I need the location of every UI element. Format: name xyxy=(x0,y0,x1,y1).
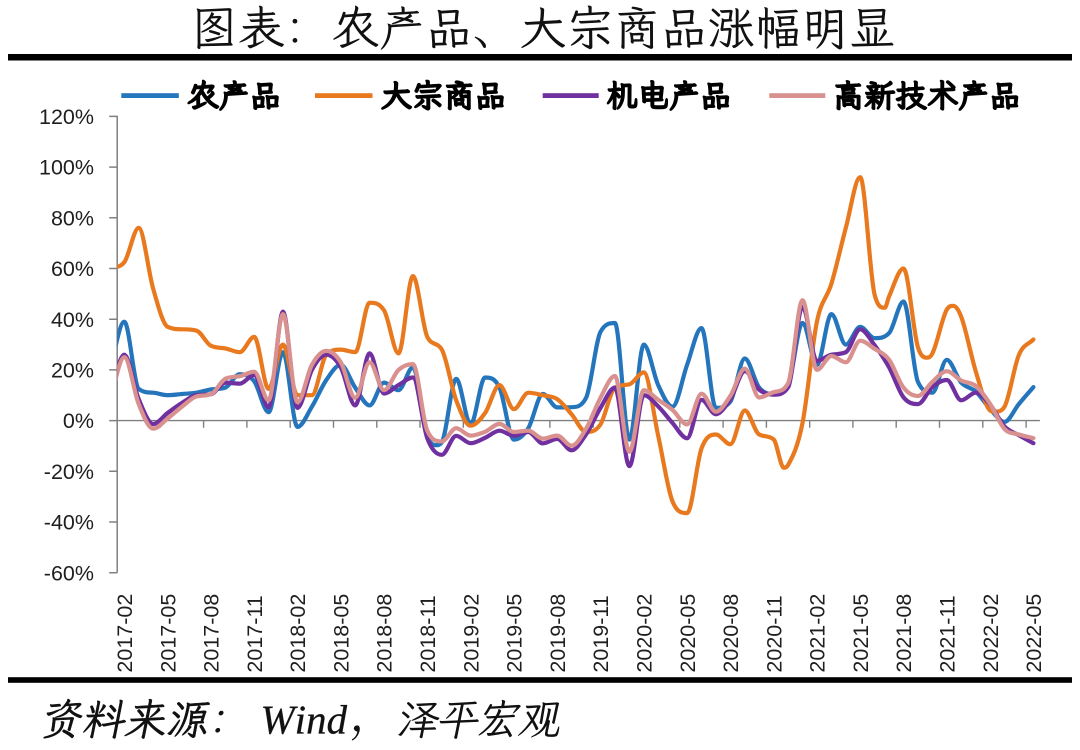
svg-text:120%: 120% xyxy=(39,105,94,129)
svg-text:2018-08: 2018-08 xyxy=(373,594,397,673)
svg-text:2017-08: 2017-08 xyxy=(200,594,224,673)
svg-text:-60%: -60% xyxy=(44,561,94,585)
svg-text:2019-05: 2019-05 xyxy=(503,594,527,673)
svg-text:2018-02: 2018-02 xyxy=(286,594,310,673)
svg-text:-40%: -40% xyxy=(44,511,94,535)
svg-text:80%: 80% xyxy=(51,206,94,230)
svg-text:2019-02: 2019-02 xyxy=(459,594,483,673)
svg-text:2020-11: 2020-11 xyxy=(762,595,786,672)
svg-text:2018-05: 2018-05 xyxy=(329,594,353,673)
svg-text:60%: 60% xyxy=(51,257,94,281)
svg-text:2018-11: 2018-11 xyxy=(416,595,440,672)
svg-text:2020-05: 2020-05 xyxy=(676,594,700,673)
svg-text:2020-08: 2020-08 xyxy=(719,594,743,673)
svg-text:2020-02: 2020-02 xyxy=(633,594,657,673)
svg-text:2022-02: 2022-02 xyxy=(979,594,1003,673)
svg-text:2019-08: 2019-08 xyxy=(546,594,570,673)
svg-text:2017-05: 2017-05 xyxy=(156,594,180,673)
svg-text:2021-08: 2021-08 xyxy=(892,594,916,673)
svg-text:40%: 40% xyxy=(51,308,94,332)
svg-text:2021-05: 2021-05 xyxy=(849,594,873,673)
svg-text:2017-11: 2017-11 xyxy=(243,595,267,672)
svg-text:2021-02: 2021-02 xyxy=(806,594,830,673)
svg-text:2017-02: 2017-02 xyxy=(113,594,137,673)
svg-text:20%: 20% xyxy=(51,359,94,383)
svg-text:2019-11: 2019-11 xyxy=(589,595,613,672)
svg-text:0%: 0% xyxy=(63,409,94,433)
svg-text:100%: 100% xyxy=(39,156,94,180)
svg-text:-20%: -20% xyxy=(44,460,94,484)
svg-text:2021-11: 2021-11 xyxy=(936,595,960,672)
svg-text:2022-05: 2022-05 xyxy=(1022,594,1046,673)
